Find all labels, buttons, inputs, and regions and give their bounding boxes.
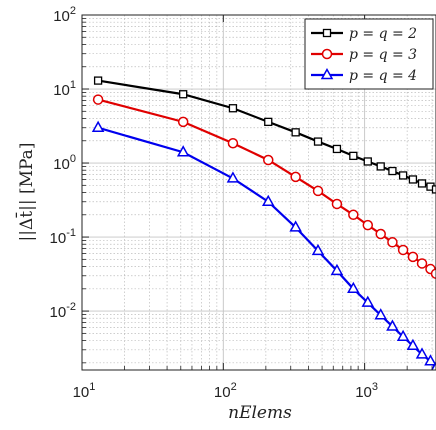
data-point bbox=[362, 219, 374, 231]
data-point bbox=[415, 347, 429, 359]
data-point bbox=[261, 194, 275, 206]
data-point bbox=[322, 28, 332, 38]
y-tick-label: 10-1 bbox=[50, 227, 76, 247]
data-point bbox=[397, 244, 409, 256]
series-line bbox=[97, 126, 436, 369]
data-point bbox=[407, 251, 419, 263]
data-point bbox=[431, 361, 436, 370]
data-point bbox=[321, 48, 333, 60]
data-point bbox=[312, 185, 324, 197]
data-point bbox=[330, 263, 344, 276]
data-point bbox=[179, 90, 188, 99]
data-point bbox=[417, 179, 427, 188]
x-tick-label: 103 bbox=[355, 381, 378, 401]
data-point bbox=[227, 138, 239, 149]
y-tick-label: 101 bbox=[53, 79, 76, 99]
data-point bbox=[226, 171, 240, 183]
series-line bbox=[97, 98, 436, 275]
series-2 bbox=[92, 94, 436, 279]
data-point bbox=[416, 258, 428, 269]
data-point bbox=[387, 237, 398, 248]
data-point bbox=[332, 144, 342, 154]
x-axis-label: nElems bbox=[228, 403, 292, 423]
data-point bbox=[93, 76, 103, 85]
data-point bbox=[311, 243, 325, 256]
data-point bbox=[291, 128, 300, 137]
data-point bbox=[289, 220, 302, 232]
data-point bbox=[177, 116, 189, 128]
legend-label: p = q = 3 bbox=[349, 47, 417, 63]
data-point bbox=[290, 171, 301, 183]
axis-ticks bbox=[81, 14, 433, 370]
data-point bbox=[320, 67, 334, 80]
data-point bbox=[396, 329, 410, 342]
data-point bbox=[313, 137, 323, 146]
y-tick-label: 100 bbox=[53, 153, 76, 173]
y-tick-label: 10-2 bbox=[50, 301, 76, 321]
data-point bbox=[386, 319, 399, 331]
series-3 bbox=[91, 120, 436, 370]
data-point bbox=[263, 154, 274, 166]
data-point bbox=[361, 295, 375, 307]
data-point bbox=[388, 166, 397, 176]
data-point bbox=[398, 171, 408, 180]
data-point bbox=[92, 94, 104, 105]
data-point bbox=[408, 175, 418, 184]
series-1 bbox=[93, 76, 436, 194]
y-axis-label: ||Δt̄|| [MPa] bbox=[14, 143, 37, 242]
data-point bbox=[376, 162, 385, 171]
series-layer bbox=[91, 76, 436, 370]
data-point bbox=[228, 104, 238, 113]
y-tick-label: 102 bbox=[53, 5, 76, 25]
data-point bbox=[431, 185, 436, 194]
data-point bbox=[424, 354, 436, 366]
data-point bbox=[348, 209, 359, 221]
x-tick-label: 101 bbox=[73, 381, 96, 401]
data-point bbox=[375, 228, 386, 240]
data-point bbox=[430, 268, 436, 279]
data-point bbox=[91, 120, 105, 132]
data-point bbox=[331, 198, 343, 210]
data-point bbox=[374, 308, 387, 320]
data-point bbox=[264, 117, 273, 127]
data-point bbox=[176, 145, 190, 157]
legend: p = q = 2 p = q = 3 p = q = 4 bbox=[304, 18, 434, 90]
data-point bbox=[406, 338, 420, 351]
tick-labels: 101 102 103 10-2 10-1 100 101 102 bbox=[50, 5, 378, 401]
x-tick-label: 102 bbox=[214, 381, 237, 401]
series-line bbox=[97, 79, 436, 191]
data-point bbox=[347, 281, 360, 294]
data-point bbox=[363, 157, 372, 166]
legend-label: p = q = 2 bbox=[349, 26, 417, 42]
legend-label: p = q = 4 bbox=[349, 68, 417, 84]
data-point bbox=[349, 151, 358, 161]
